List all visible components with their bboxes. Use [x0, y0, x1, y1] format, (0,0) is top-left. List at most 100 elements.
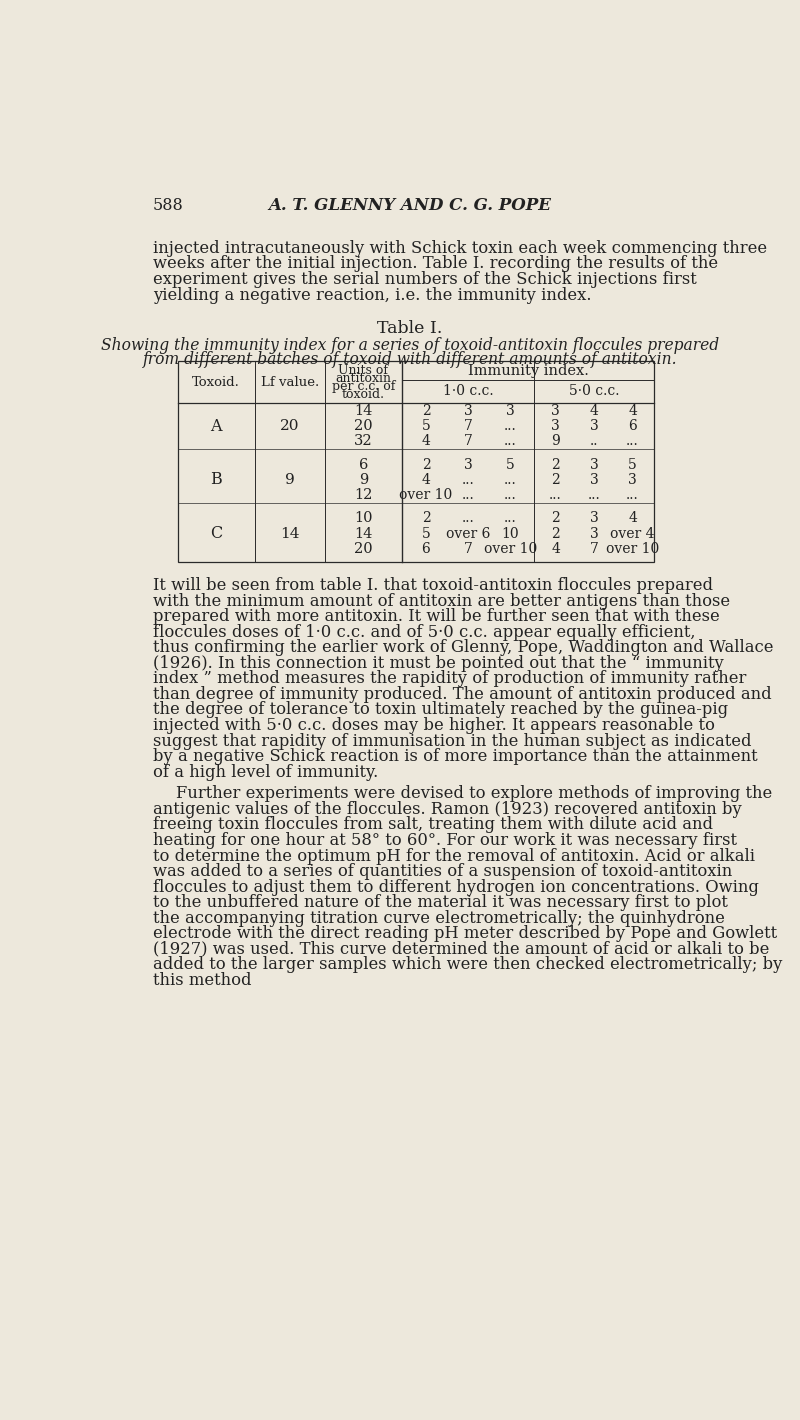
Text: 20: 20 [354, 419, 373, 433]
Text: from different batches of toxoid with different amounts of antitoxin.: from different batches of toxoid with di… [142, 351, 678, 368]
Text: 4: 4 [590, 403, 598, 417]
Text: 2: 2 [422, 457, 430, 471]
Text: weeks after the initial injection. Table I. recording the results of the: weeks after the initial injection. Table… [153, 256, 718, 273]
Text: 4: 4 [422, 435, 430, 449]
Text: Further experiments were devised to explore methods of improving the: Further experiments were devised to expl… [176, 785, 772, 802]
Text: 3: 3 [464, 457, 473, 471]
Text: 3: 3 [590, 511, 598, 525]
Text: experiment gives the serial numbers of the Schick injections first: experiment gives the serial numbers of t… [153, 271, 697, 288]
Text: floccules doses of 1·0 c.c. and of 5·0 c.c. appear equally efficient,: floccules doses of 1·0 c.c. and of 5·0 c… [153, 623, 695, 640]
Text: 32: 32 [354, 435, 373, 449]
Text: toxoid.: toxoid. [342, 388, 385, 400]
Text: 7: 7 [464, 419, 473, 433]
Text: 3: 3 [590, 457, 598, 471]
Text: (1927) was used. This curve determined the amount of acid or alkali to be: (1927) was used. This curve determined t… [153, 941, 769, 958]
Text: injected with 5·0 c.c. doses may be higher. It appears reasonable to: injected with 5·0 c.c. doses may be high… [153, 717, 714, 734]
Text: 2: 2 [551, 473, 560, 487]
Text: 5: 5 [422, 419, 430, 433]
Text: 14: 14 [354, 403, 373, 417]
Text: 6: 6 [422, 542, 430, 557]
Text: ...: ... [504, 419, 517, 433]
Text: 9: 9 [285, 473, 294, 487]
Text: 14: 14 [280, 527, 300, 541]
Text: ...: ... [550, 488, 562, 503]
Text: ...: ... [462, 473, 474, 487]
Text: suggest that rapidity of immunisation in the human subject as indicated: suggest that rapidity of immunisation in… [153, 733, 751, 750]
Text: injected intracutaneously with Schick toxin each week commencing three: injected intracutaneously with Schick to… [153, 240, 767, 257]
Text: 9: 9 [359, 473, 368, 487]
Text: added to the larger samples which were then checked electrometrically; by: added to the larger samples which were t… [153, 957, 782, 974]
Text: the degree of tolerance to toxin ultimately reached by the guinea-pig: the degree of tolerance to toxin ultimat… [153, 701, 728, 719]
Text: ...: ... [504, 511, 517, 525]
Text: Lf value.: Lf value. [261, 376, 319, 389]
Text: 20: 20 [354, 542, 373, 557]
Text: 5: 5 [422, 527, 430, 541]
Text: antitoxin: antitoxin [335, 372, 391, 385]
Text: 20: 20 [280, 419, 300, 433]
Text: 588: 588 [153, 197, 183, 214]
Text: 5·0 c.c.: 5·0 c.c. [569, 385, 619, 399]
Text: over 4: over 4 [610, 527, 654, 541]
Text: ..: .. [590, 435, 598, 449]
Text: index ” method measures the rapidity of production of immunity rather: index ” method measures the rapidity of … [153, 670, 746, 687]
Text: ...: ... [626, 435, 639, 449]
Text: over 10: over 10 [606, 542, 659, 557]
Text: 4: 4 [628, 403, 637, 417]
Text: ...: ... [462, 511, 474, 525]
Text: the accompanying titration curve electrometrically; the quinhydrone: the accompanying titration curve electro… [153, 910, 725, 927]
Text: of a high level of immunity.: of a high level of immunity. [153, 764, 378, 781]
Text: Showing the immunity index for a series of toxoid-antitoxin floccules prepared: Showing the immunity index for a series … [101, 337, 719, 354]
Text: floccules to adjust them to different hydrogen ion concentrations. Owing: floccules to adjust them to different hy… [153, 879, 758, 896]
Text: 2: 2 [551, 511, 560, 525]
Text: 5: 5 [506, 457, 514, 471]
Text: than degree of immunity produced. The amount of antitoxin produced and: than degree of immunity produced. The am… [153, 686, 771, 703]
Text: ...: ... [504, 488, 517, 503]
Text: 10: 10 [354, 511, 373, 525]
Text: 7: 7 [464, 542, 473, 557]
Text: by a negative Schick reaction is of more importance than the attainment: by a negative Schick reaction is of more… [153, 748, 758, 765]
Text: 1·0 c.c.: 1·0 c.c. [443, 385, 494, 399]
Text: 12: 12 [354, 488, 373, 503]
Text: 3: 3 [590, 419, 598, 433]
Text: A: A [210, 417, 222, 435]
Text: Toxoid.: Toxoid. [192, 376, 240, 389]
Text: 14: 14 [354, 527, 373, 541]
Text: 7: 7 [464, 435, 473, 449]
Text: 3: 3 [464, 403, 473, 417]
Text: was added to a series of quantities of a suspension of toxoid-antitoxin: was added to a series of quantities of a… [153, 863, 732, 880]
Text: 5: 5 [628, 457, 637, 471]
Text: heating for one hour at 58° to 60°. For our work it was necessary first: heating for one hour at 58° to 60°. For … [153, 832, 737, 849]
Text: 3: 3 [551, 419, 560, 433]
Text: over 10: over 10 [399, 488, 453, 503]
Text: 6: 6 [628, 419, 637, 433]
Text: ...: ... [626, 488, 639, 503]
Text: 4: 4 [551, 542, 560, 557]
Text: 3: 3 [551, 403, 560, 417]
Text: ...: ... [588, 488, 601, 503]
Text: 2: 2 [422, 511, 430, 525]
Text: 3: 3 [628, 473, 637, 487]
Text: ...: ... [504, 435, 517, 449]
Text: thus confirming the earlier work of Glenny, Pope, Waddington and Wallace: thus confirming the earlier work of Glen… [153, 639, 773, 656]
Text: 10: 10 [502, 527, 519, 541]
Text: over 6: over 6 [446, 527, 490, 541]
Text: 7: 7 [590, 542, 598, 557]
Text: 9: 9 [551, 435, 560, 449]
Text: A. T. GLENNY AND C. G. POPE: A. T. GLENNY AND C. G. POPE [269, 197, 551, 214]
Text: 3: 3 [590, 473, 598, 487]
Text: this method: this method [153, 971, 251, 988]
Text: freeing toxin floccules from salt, treating them with dilute acid and: freeing toxin floccules from salt, treat… [153, 816, 713, 834]
Text: 2: 2 [551, 457, 560, 471]
Text: over 10: over 10 [484, 542, 537, 557]
Text: 3: 3 [506, 403, 514, 417]
Bar [178, 361, 654, 561]
Text: 6: 6 [359, 457, 368, 471]
Text: 4: 4 [628, 511, 637, 525]
Text: ...: ... [504, 473, 517, 487]
Text: C: C [210, 525, 222, 542]
Text: 3: 3 [590, 527, 598, 541]
Text: (1926). In this connection it must be pointed out that the “ immunity: (1926). In this connection it must be po… [153, 655, 723, 672]
Text: electrode with the direct reading pH meter described by Pope and Gowlett: electrode with the direct reading pH met… [153, 926, 777, 943]
Text: Table I.: Table I. [378, 320, 442, 337]
Text: yielding a negative reaction, i.e. the immunity index.: yielding a negative reaction, i.e. the i… [153, 287, 591, 304]
